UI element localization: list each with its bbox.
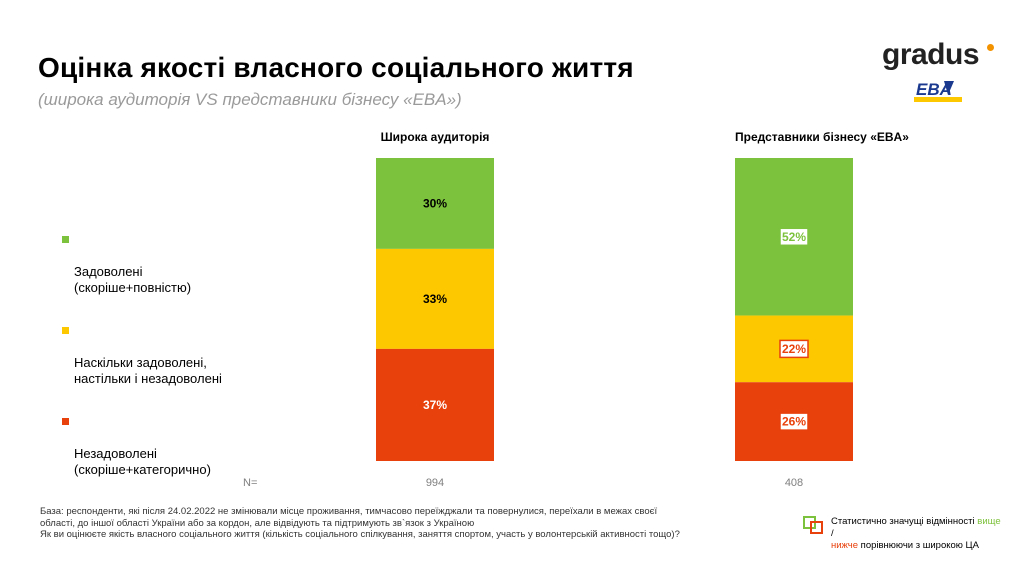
n-value-broad: 994	[425, 477, 445, 489]
footnote: База: респонденти, які після 24.02.2022 …	[40, 506, 740, 541]
bar-segment-0-1	[376, 248, 494, 349]
legend-item-satisfied: Задоволені (скоріше+повністю)	[62, 232, 262, 296]
significance-part1: Статистично значущі відмінності	[831, 516, 978, 527]
page-subtitle: (широка аудиторія VS представники бізнес…	[38, 90, 462, 109]
legend-item-dissatisfied: Незадоволені (скоріше+категорично)	[62, 414, 262, 478]
svg-text:EBA: EBA	[916, 80, 952, 99]
eba-logo-icon: EBA	[914, 80, 962, 102]
n-value-eba: 408	[784, 477, 804, 489]
gradus-logo: gradus EBA	[882, 38, 997, 108]
significance-lower: нижче	[831, 540, 859, 551]
legend-item-neutral: Наскільки задоволені, настільки і незадо…	[62, 323, 262, 387]
significance-box-1-2	[779, 412, 809, 431]
legend-swatch-icon	[62, 327, 69, 334]
data-label-1-2: 26%	[782, 415, 806, 429]
column-header-broad: Широка аудиторія	[380, 130, 490, 144]
legend-swatch-icon	[62, 236, 69, 243]
n-label: N=	[243, 477, 258, 489]
data-label-0-1: 33%	[423, 292, 447, 306]
footnote-base-line2: області, до іншої області України або за…	[40, 517, 475, 529]
significance-text: Статистично значущі відмінності вище / ни…	[831, 516, 1001, 552]
significance-box-1-0	[779, 227, 809, 247]
significance-icon	[803, 516, 823, 534]
bar-segment-0-2	[376, 348, 494, 461]
significance-box-1-1	[779, 339, 809, 359]
legend-swatch-icon	[62, 418, 69, 425]
footnote-question: Як ви оцінюєте якість власного соціально…	[40, 529, 680, 540]
data-label-1-1: 22%	[782, 342, 806, 356]
page-title: Оцінка якості власного соціального життя	[38, 52, 634, 83]
significance-sep: /	[831, 528, 834, 539]
logo-dot-icon	[987, 44, 994, 51]
data-label-0-2: 37%	[423, 398, 447, 412]
chart-legend: Задоволені (скоріше+повністю) Наскільки …	[62, 232, 262, 505]
bar-segment-0-0	[376, 158, 494, 249]
legend-label: Незадоволені (скоріше+категорично)	[74, 446, 211, 477]
significance-higher: вище	[977, 516, 1001, 527]
data-label-0-0: 30%	[423, 196, 447, 210]
data-label-1-0: 52%	[782, 230, 806, 244]
gradus-wordmark: gradus	[882, 38, 980, 71]
legend-label: Наскільки задоволені, настільки і незадо…	[74, 355, 222, 386]
legend-label: Задоволені (скоріше+повністю)	[74, 264, 192, 295]
significance-part2: порівнюючи з широкою ЦА	[858, 540, 979, 551]
footnote-base-line1: База: респонденти, які після 24.02.2022 …	[40, 506, 658, 517]
